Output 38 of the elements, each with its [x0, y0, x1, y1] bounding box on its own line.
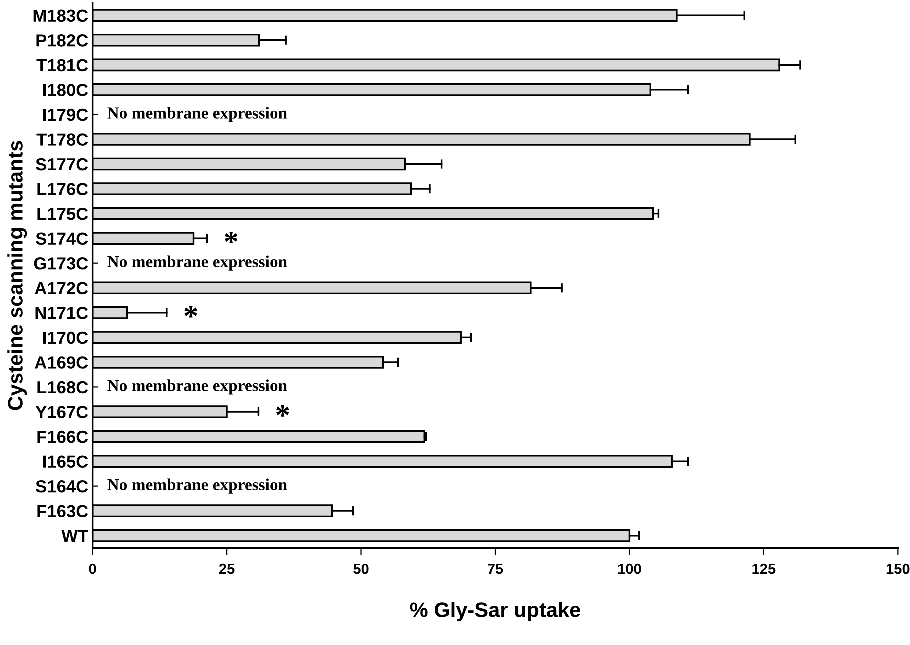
y-tick-label: F163C: [38, 505, 88, 518]
annotation: No membrane expression: [108, 256, 288, 271]
y-tick-label: L175C: [38, 208, 88, 220]
x-tick-label: 150: [886, 564, 910, 574]
x-tick-label: 75: [488, 564, 504, 574]
annotation: No membrane expression: [108, 107, 288, 122]
x-tick-label: 50: [354, 564, 369, 574]
x-tick-label: 25: [219, 564, 235, 574]
y-tick-label: Y167C: [36, 406, 88, 418]
x-tick-label: 100: [618, 564, 642, 574]
y-tick-label: N171C: [36, 307, 88, 320]
y-tick-label: A169C: [35, 356, 88, 369]
annotation: *: [184, 306, 198, 318]
annotation: No membrane expression: [108, 380, 288, 395]
y-tick-label: I179C: [43, 108, 88, 122]
x-axis-title: % Gly-Sar uptake: [410, 602, 580, 622]
y-tick-label: S164C: [36, 480, 88, 493]
y-axis-title: Cysteine scanning mutants: [8, 141, 28, 410]
y-tick-label: I165C: [43, 456, 88, 468]
y-tick-label: T178C: [36, 134, 88, 146]
x-tick-label: 0: [89, 564, 96, 574]
y-tick-label: WT: [62, 530, 88, 542]
y-tick-label: L168C: [38, 381, 88, 394]
y-tick-label: F166C: [38, 430, 88, 444]
y-tick-label: I170C: [43, 332, 88, 344]
y-tick-label: I180C: [43, 84, 88, 96]
y-tick-label: A172C: [35, 282, 88, 295]
y-tick-label: S177C: [36, 158, 88, 171]
y-tick-label: M183C: [34, 10, 88, 22]
y-tick-label: S174C: [36, 232, 88, 246]
annotation: *: [276, 405, 290, 417]
y-tick-label: P182C: [36, 34, 88, 47]
x-tick-label: 125: [752, 564, 776, 574]
y-tick-label: G173C: [34, 258, 88, 270]
annotation: *: [224, 232, 238, 244]
y-tick-label: T181C: [36, 59, 88, 72]
annotation: No membrane expression: [108, 478, 288, 494]
y-tick-label: L176C: [38, 183, 88, 196]
